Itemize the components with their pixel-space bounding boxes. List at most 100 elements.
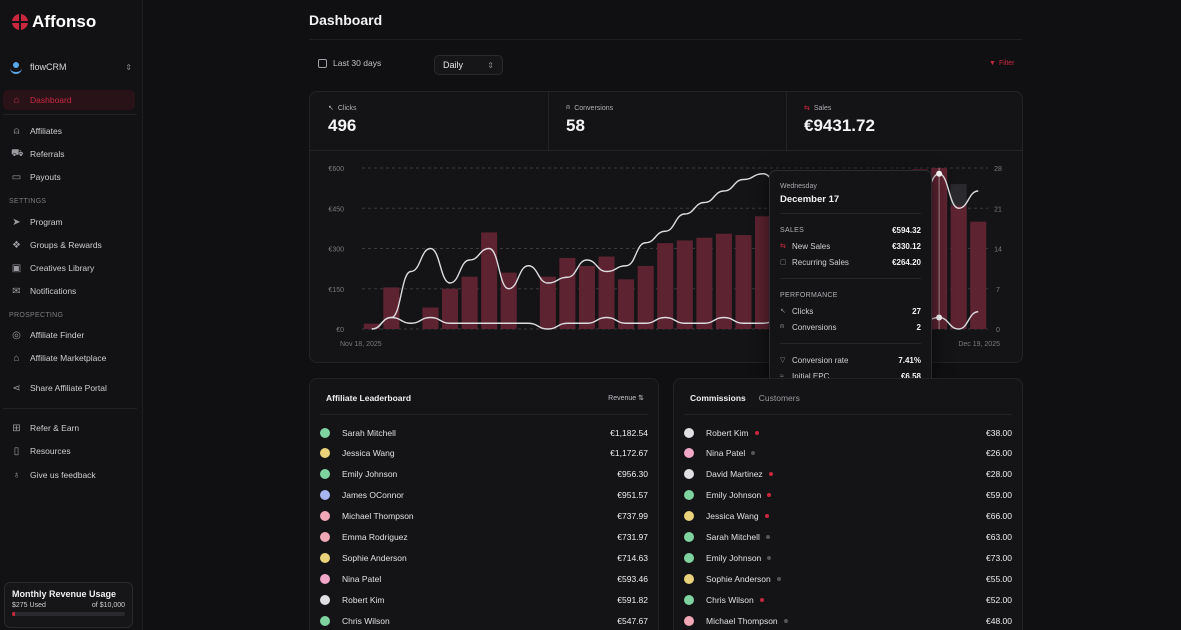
avatar xyxy=(320,615,330,626)
compass-icon: ◎ xyxy=(12,329,21,341)
stat-sales-label: Sales xyxy=(813,104,832,112)
filter-button[interactable]: ▼ Filter xyxy=(989,60,1015,67)
row-name: James OConnor xyxy=(342,490,404,501)
logo-icon xyxy=(12,14,28,30)
table-row[interactable]: Robert Kim €591.82 xyxy=(320,589,648,610)
sidebar-item-label: Resources xyxy=(30,446,71,456)
store-icon: ⌂ xyxy=(13,352,20,364)
sidebar-item-creatives[interactable]: ▣ Creatives Library xyxy=(3,258,135,278)
table-row[interactable]: Sophie Anderson €714.63 xyxy=(320,547,648,568)
row-name: Chris Wilson xyxy=(342,615,390,626)
table-row[interactable]: Jessica Wang €66.00 xyxy=(684,506,1012,527)
workspace-switcher[interactable]: flowCRM ⇕ xyxy=(10,59,132,75)
sidebar-item-marketplace[interactable]: ⌂ Affiliate Marketplace xyxy=(3,348,135,368)
avatar xyxy=(684,511,694,522)
status-dot xyxy=(768,472,773,477)
sidebar-item-resources[interactable]: ▯ Resources xyxy=(3,441,135,461)
row-name: Jessica Wang xyxy=(706,511,759,522)
table-row[interactable]: Michael Thompson €48.00 xyxy=(684,610,1012,630)
avatar xyxy=(684,469,694,480)
status-dot xyxy=(767,555,772,560)
cursor-click-icon: ↖ xyxy=(780,308,786,315)
row-amount: €66.00 xyxy=(986,511,1012,522)
row-name: Chris Wilson xyxy=(706,594,754,605)
sidebar-item-feedback[interactable]: ♁ Give us feedback xyxy=(3,465,135,485)
stats-divider xyxy=(310,150,1022,151)
table-row[interactable]: Nina Patel €26.00 xyxy=(684,443,1012,464)
revenue-usage-card[interactable]: Monthly Revenue Usage $275 Used of $10,0… xyxy=(4,582,133,628)
date-range-picker[interactable]: Last 30 days xyxy=(318,58,381,68)
row-amount: €63.00 xyxy=(986,532,1012,542)
sidebar-item-dashboard[interactable]: ⌂ Dashboard xyxy=(3,90,135,110)
table-row[interactable]: Emily Johnson €59.00 xyxy=(684,485,1012,506)
tooltip-sales-label: SALES xyxy=(780,226,805,234)
epc-icon: ≈ xyxy=(780,372,784,380)
stat-clicks: ↖ Clicks 496 xyxy=(310,92,548,150)
status-dot xyxy=(767,493,772,498)
sidebar-item-label: Referrals xyxy=(30,149,65,159)
status-dot xyxy=(765,535,770,539)
sidebar-item-program[interactable]: ➤ Program xyxy=(3,212,135,232)
sales-bar xyxy=(598,256,615,329)
table-row[interactable]: Emma Rodriguez €731.97 xyxy=(320,527,648,548)
users-icon: ⍝ xyxy=(566,104,571,111)
sidebar-item-groups-rewards[interactable]: ❖ Groups & Rewards xyxy=(3,235,135,255)
row-name: Michael Thompson xyxy=(706,615,778,626)
row-amount: €731.97 xyxy=(617,532,648,542)
row-name: Sophie Anderson xyxy=(706,573,771,584)
table-row[interactable]: Michael Thompson €737.99 xyxy=(320,506,648,527)
mail-icon: ✉ xyxy=(12,285,21,297)
row-name: Nina Patel xyxy=(706,448,746,459)
sales-bar xyxy=(637,265,654,329)
sidebar-item-notifications[interactable]: ✉ Notifications xyxy=(3,281,135,301)
avatar xyxy=(320,490,330,501)
sidebar-item-payouts[interactable]: ▭ Payouts xyxy=(3,167,135,187)
sidebar-item-affiliates[interactable]: ⍝ Affiliates xyxy=(3,121,135,141)
table-row[interactable]: Emily Johnson €956.30 xyxy=(320,464,648,485)
avatar xyxy=(320,573,330,584)
section-label-settings: SETTINGS xyxy=(9,198,47,205)
table-row[interactable]: Robert Kim €38.00 xyxy=(684,422,1012,443)
sales-bar xyxy=(970,221,987,329)
brand-logo[interactable]: Affonso xyxy=(12,12,96,32)
table-row[interactable]: Chris Wilson €547.67 xyxy=(320,610,648,630)
sidebar-item-label: Dashboard xyxy=(30,95,72,105)
table-row[interactable]: Sarah Mitchell €1,182.54 xyxy=(320,422,648,443)
tab-customers[interactable]: Customers xyxy=(758,393,800,403)
tab-commissions[interactable]: Commissions xyxy=(690,393,746,403)
revenue-sort-button[interactable]: Revenue ⇅ xyxy=(608,394,644,402)
sidebar-item-label: Creatives Library xyxy=(30,263,95,273)
sidebar-item-refer-earn[interactable]: ⊞ Refer & Earn xyxy=(3,418,135,438)
period-select[interactable]: Daily ⇕ xyxy=(434,55,503,75)
affiliate-leaderboard: Affiliate Leaderboard Revenue ⇅ Sarah Mi… xyxy=(309,378,659,630)
stat-sales-value: €9431.72 xyxy=(804,116,875,135)
row-name: Sarah Mitchell xyxy=(342,427,396,438)
row-amount: €951.57 xyxy=(617,490,648,501)
user-icon: ⍝ xyxy=(13,125,20,137)
lightbulb-icon: ♁ xyxy=(12,469,21,481)
stat-clicks-label: Clicks xyxy=(337,104,357,112)
chevron-updown-icon: ⇕ xyxy=(125,62,132,72)
sidebar-item-share-portal[interactable]: ⋖ Share Affiliate Portal xyxy=(3,378,135,398)
table-row[interactable]: Sophie Anderson €55.00 xyxy=(684,568,1012,589)
usage-progress-bar xyxy=(12,612,125,616)
tooltip-date: December 17 xyxy=(780,194,840,205)
table-row[interactable]: David Martinez €28.00 xyxy=(684,464,1012,485)
table-row[interactable]: Nina Patel €593.46 xyxy=(320,568,648,589)
table-row[interactable]: Sarah Mitchell €63.00 xyxy=(684,527,1012,548)
sales-bar xyxy=(481,232,498,329)
table-row[interactable]: Chris Wilson €52.00 xyxy=(684,589,1012,610)
sales-bar xyxy=(618,279,635,329)
table-row[interactable]: Jessica Wang €1,172.67 xyxy=(320,443,648,464)
table-row[interactable]: Emily Johnson €73.00 xyxy=(684,547,1012,568)
sidebar-item-referrals[interactable]: ⛟ Referrals xyxy=(3,144,135,164)
sidebar-item-affiliate-finder[interactable]: ◎ Affiliate Finder xyxy=(3,325,135,345)
tooltip-conv-rate-label: Conversion rate xyxy=(792,355,849,365)
sidebar-item-label: Refer & Earn xyxy=(30,423,80,433)
sales-bar xyxy=(539,276,556,329)
table-row[interactable]: James OConnor €951.57 xyxy=(320,485,648,506)
tooltip-weekday: Wednesday xyxy=(780,183,817,190)
sidebar-item-label: Give us feedback xyxy=(30,470,96,480)
tooltip-epc-value: €6.58 xyxy=(900,371,921,381)
tooltip-epc-label: Initial EPC xyxy=(792,371,830,381)
